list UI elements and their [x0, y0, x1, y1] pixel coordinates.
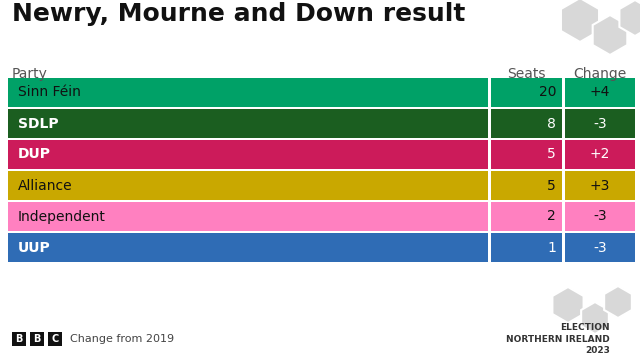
Text: +3: +3 [590, 179, 610, 193]
Text: 2: 2 [547, 210, 556, 224]
Text: B: B [33, 334, 41, 344]
Bar [565, 109, 635, 138]
Text: DUP: DUP [18, 148, 51, 162]
Text: -3: -3 [593, 117, 607, 130]
Bar [565, 202, 635, 231]
Text: 5: 5 [547, 179, 556, 193]
Polygon shape [593, 15, 627, 55]
Text: Alliance: Alliance [18, 179, 72, 193]
Polygon shape [552, 287, 584, 323]
Bar [491, 171, 562, 200]
Bar [8, 233, 488, 262]
Text: Party: Party [12, 67, 48, 81]
Bar [8, 202, 488, 231]
Bar [12, 332, 26, 346]
Text: Change from 2019: Change from 2019 [70, 334, 174, 344]
Text: Independent: Independent [18, 210, 106, 224]
Text: C: C [51, 334, 59, 344]
Bar [491, 202, 562, 231]
Text: 20: 20 [538, 85, 556, 99]
Bar [491, 78, 562, 107]
Text: +2: +2 [590, 148, 610, 162]
Text: 5: 5 [547, 148, 556, 162]
Bar [8, 171, 488, 200]
Text: Sinn Féin: Sinn Féin [18, 85, 81, 99]
Bar [8, 109, 488, 138]
Bar [565, 171, 635, 200]
Text: +4: +4 [590, 85, 610, 99]
Bar [565, 233, 635, 262]
Bar [565, 78, 635, 107]
Text: 8: 8 [547, 117, 556, 130]
Bar [491, 140, 562, 169]
Text: 1: 1 [547, 240, 556, 255]
Polygon shape [604, 286, 632, 318]
Polygon shape [620, 0, 640, 36]
Text: Change: Change [573, 67, 627, 81]
Text: Newry, Mourne and Down result: Newry, Mourne and Down result [12, 2, 465, 26]
Text: -3: -3 [593, 240, 607, 255]
Text: B: B [15, 334, 22, 344]
Bar [8, 78, 488, 107]
Text: ELECTION
NORTHERN IRELAND
2023: ELECTION NORTHERN IRELAND 2023 [506, 323, 610, 355]
Text: Seats: Seats [508, 67, 546, 81]
Bar [491, 109, 562, 138]
Polygon shape [561, 0, 599, 42]
Bar [30, 332, 44, 346]
Bar [491, 233, 562, 262]
Bar [48, 332, 62, 346]
Bar [565, 140, 635, 169]
Text: -3: -3 [593, 210, 607, 224]
Bar [8, 140, 488, 169]
Polygon shape [581, 302, 609, 334]
Text: UUP: UUP [18, 240, 51, 255]
Text: SDLP: SDLP [18, 117, 59, 130]
